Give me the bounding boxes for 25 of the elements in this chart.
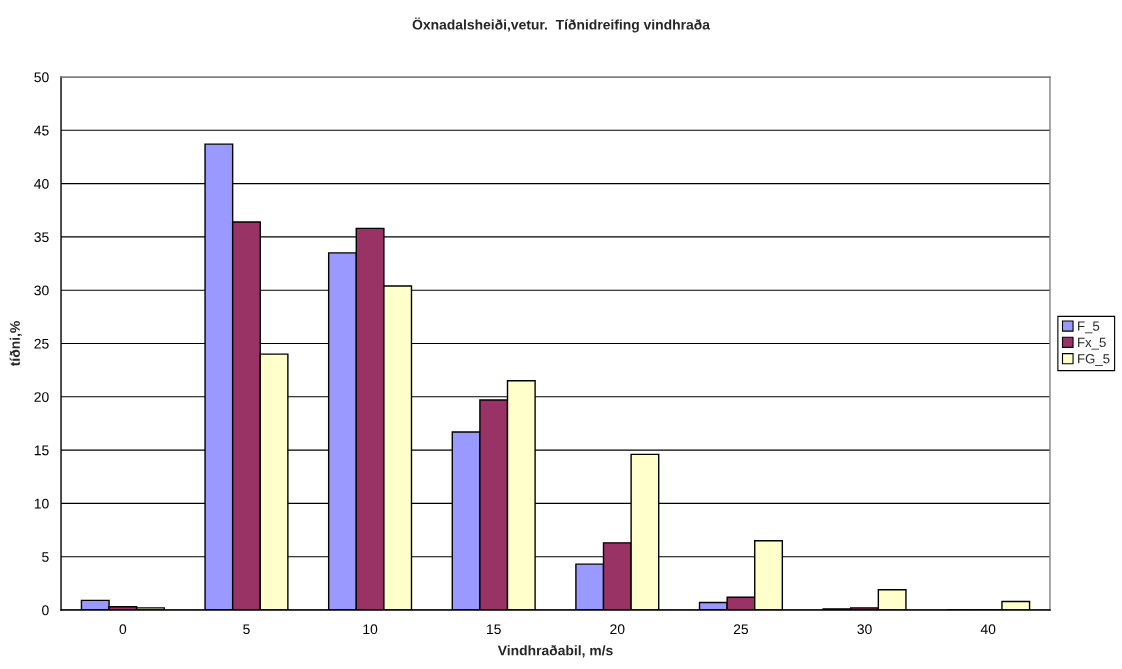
x-tick-label: 40 <box>980 624 996 635</box>
legend-label: FG_5 <box>1078 354 1110 366</box>
x-axis-title: Vindhraðabil, m/s <box>497 645 613 658</box>
legend-label: F_5 <box>1078 321 1100 334</box>
y-tick-label: 40 <box>34 178 49 189</box>
y-tick-label: 25 <box>34 338 49 349</box>
x-tick-label: 15 <box>487 624 501 635</box>
y-tick-label: 30 <box>34 285 49 296</box>
x-tick-label: 25 <box>733 624 749 635</box>
chart-title: Öxnadalsheiði,vetur. Tíðnidreifing vindhraða <box>412 17 711 33</box>
x-tick-label: 30 <box>857 624 872 635</box>
y-tick-label: 10 <box>34 498 49 509</box>
y-tick-label: 50 <box>34 72 49 83</box>
y-tick-label: 45 <box>34 125 49 136</box>
y-tick-label: 0 <box>42 605 49 616</box>
x-tick-label: 0 <box>119 624 127 635</box>
y-tick-label: 20 <box>34 392 49 402</box>
x-tick-label: 5 <box>243 624 250 635</box>
y-axis-title: tíðni,% <box>9 321 22 367</box>
y-tick-label: 5 <box>42 552 49 562</box>
x-tick-label: 10 <box>363 624 378 635</box>
legend-label: Fx_5 <box>1078 337 1106 350</box>
y-tick-label: 35 <box>34 232 49 243</box>
x-tick-label: 20 <box>610 624 625 635</box>
y-tick-label: 15 <box>34 445 49 456</box>
